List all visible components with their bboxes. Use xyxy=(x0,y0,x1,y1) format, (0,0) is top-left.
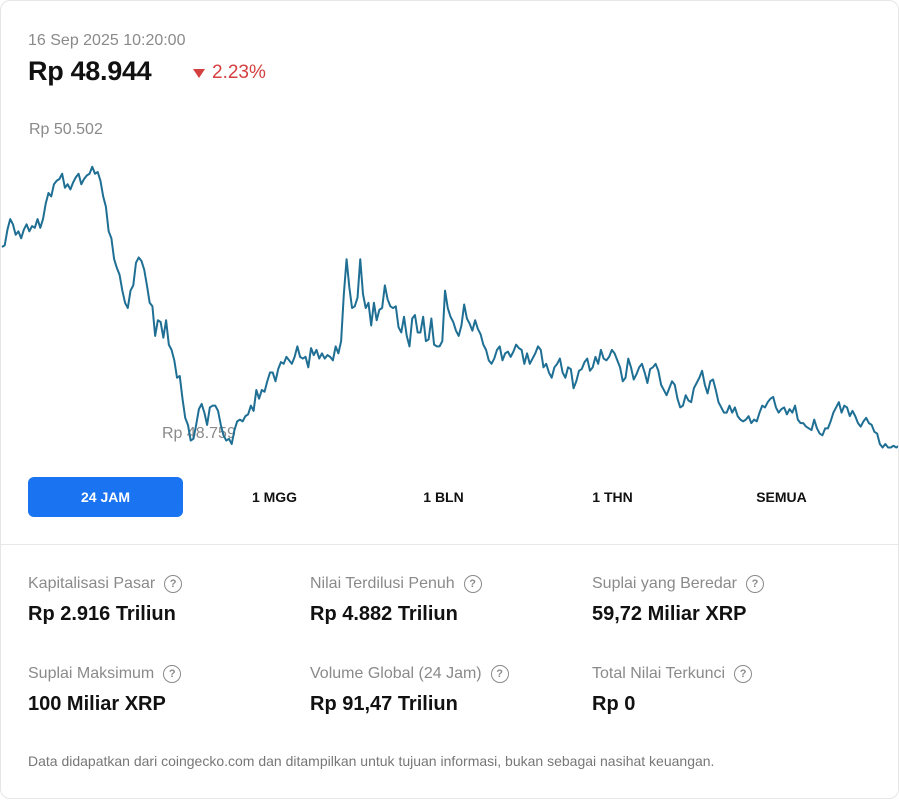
question-circle-icon[interactable]: ? xyxy=(163,665,182,683)
question-circle-icon[interactable]: ? xyxy=(164,575,183,593)
stat-label: Suplai Maksimum xyxy=(28,665,155,682)
stat-label: Suplai yang Beredar xyxy=(592,575,737,592)
stat-label: Total Nilai Terkunci xyxy=(592,665,726,682)
stat-value: Rp 4.882 Triliun xyxy=(310,603,458,625)
chart-high-label: Rp 50.502 xyxy=(29,121,103,138)
timestamp: 16 Sep 2025 10:20:00 xyxy=(28,32,186,49)
question-circle-icon[interactable]: ? xyxy=(734,665,753,683)
stat-market-cap: Kapitalisasi Pasar ? Rp 2.916 Triliun xyxy=(28,575,298,626)
stat-circulating-supply: Suplai yang Beredar ? 59,72 Miliar XRP xyxy=(592,575,862,626)
chart-low-label: Rp 48.759 xyxy=(162,425,236,442)
stat-global-volume: Volume Global (24 Jam) ? Rp 91,47 Triliu… xyxy=(310,665,580,716)
stat-label: Volume Global (24 Jam) xyxy=(310,665,482,682)
price-change: 2.23% xyxy=(193,62,266,84)
tab-1-mgg[interactable]: 1 MGG xyxy=(251,489,298,505)
tab-semua[interactable]: SEMUA xyxy=(756,489,807,505)
divider xyxy=(1,544,898,545)
stat-label: Kapitalisasi Pasar xyxy=(28,575,156,592)
stat-value: Rp 91,47 Triliun xyxy=(310,693,458,715)
tab-1-thn[interactable]: 1 THN xyxy=(592,489,633,505)
question-circle-icon[interactable]: ? xyxy=(490,665,509,683)
stat-value: 59,72 Miliar XRP xyxy=(592,603,747,625)
time-range-tabs: 24 JAM 1 MGG 1 BLN 1 THN SEMUA xyxy=(28,477,873,517)
disclaimer: Data didapatkan dari coingecko.com dan d… xyxy=(28,753,715,769)
stat-value: Rp 2.916 Triliun xyxy=(28,603,176,625)
price-chart-svg: Rp 50.502 Rp 48.759 xyxy=(1,121,898,449)
stat-label: Nilai Terdilusi Penuh xyxy=(310,575,455,592)
stat-tvl: Total Nilai Terkunci ? Rp 0 xyxy=(592,665,862,716)
price-chart[interactable]: Rp 50.502 Rp 48.759 xyxy=(1,111,898,451)
stat-value: 100 Miliar XRP xyxy=(28,693,166,715)
price-line xyxy=(1,165,898,449)
stat-fdv: Nilai Terdilusi Penuh ? Rp 4.882 Triliun xyxy=(310,575,580,626)
question-circle-icon[interactable]: ? xyxy=(745,575,764,593)
price-change-value: 2.23% xyxy=(212,62,266,83)
tab-1-bln[interactable]: 1 BLN xyxy=(423,489,464,505)
question-circle-icon[interactable]: ? xyxy=(463,575,482,593)
stat-value: Rp 0 xyxy=(592,693,636,715)
down-arrow-icon xyxy=(193,69,205,78)
current-price: Rp 48.944 xyxy=(28,56,152,86)
tab-24-jam[interactable]: 24 JAM xyxy=(28,477,183,517)
stat-max-supply: Suplai Maksimum ? 100 Miliar XRP xyxy=(28,665,298,716)
